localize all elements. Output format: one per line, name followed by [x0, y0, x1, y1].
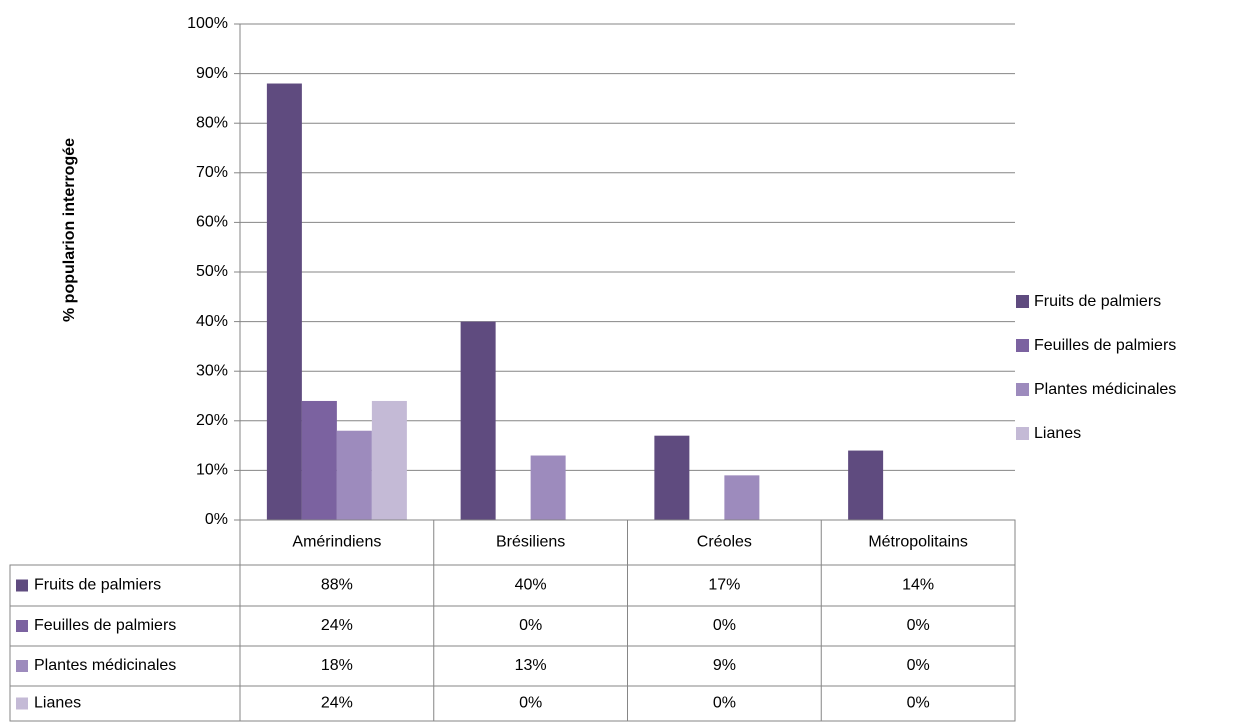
x-tick-label: Amérindiens [292, 534, 381, 551]
bar [371, 400, 407, 520]
bar [848, 450, 884, 520]
data-label: 13% [515, 657, 547, 674]
legend-key [1016, 427, 1029, 440]
y-tick-label: 20% [196, 412, 228, 429]
legend-key [1016, 383, 1029, 396]
data-label: 0% [907, 695, 930, 712]
y-axis-label: % popularion interrogée [61, 138, 78, 322]
x-tick-label: Métropolitains [868, 534, 968, 551]
bar [724, 475, 760, 520]
data-label: 24% [321, 695, 353, 712]
data-label: 24% [321, 617, 353, 634]
table-legend-key [16, 620, 28, 632]
table-row-label: Feuilles de palmiers [34, 617, 176, 634]
bar [301, 400, 337, 520]
legend-key [1016, 339, 1029, 352]
bar [530, 455, 566, 520]
data-label: 0% [519, 617, 542, 634]
x-tick-label: Brésiliens [496, 534, 565, 551]
table-row-label: Plantes médicinales [34, 657, 176, 674]
legend-label: Lianes [1034, 425, 1081, 442]
data-label: 18% [321, 657, 353, 674]
table-legend-key [16, 660, 28, 672]
data-label: 40% [515, 577, 547, 594]
bar [654, 435, 690, 520]
data-label: 88% [321, 577, 353, 594]
bar [266, 83, 302, 521]
bar [336, 430, 372, 520]
legend-key [1016, 295, 1029, 308]
y-tick-label: 80% [196, 114, 228, 131]
legend-label: Fruits de palmiers [1034, 293, 1161, 310]
y-tick-label: 0% [205, 511, 228, 528]
y-tick-label: 60% [196, 214, 228, 231]
data-label: 9% [713, 657, 736, 674]
data-label: 17% [708, 577, 740, 594]
bar [460, 321, 496, 520]
y-tick-label: 10% [196, 462, 228, 479]
legend-label: Plantes médicinales [1034, 381, 1176, 398]
y-tick-label: 40% [196, 313, 228, 330]
table-row-label: Fruits de palmiers [34, 577, 161, 594]
y-tick-label: 70% [196, 164, 228, 181]
legend-label: Feuilles de palmiers [1034, 337, 1176, 354]
y-tick-label: 90% [196, 65, 228, 82]
data-label: 0% [713, 695, 736, 712]
data-label: 0% [907, 617, 930, 634]
y-tick-label: 30% [196, 362, 228, 379]
y-tick-label: 100% [187, 15, 228, 32]
table-row-label: Lianes [34, 695, 81, 712]
data-label: 14% [902, 577, 934, 594]
table-legend-key [16, 697, 28, 710]
table-legend-key [16, 579, 28, 592]
data-label: 0% [713, 617, 736, 634]
data-label: 0% [519, 695, 542, 712]
data-label: 0% [907, 657, 930, 674]
y-tick-label: 50% [196, 263, 228, 280]
x-tick-label: Créoles [697, 534, 752, 551]
